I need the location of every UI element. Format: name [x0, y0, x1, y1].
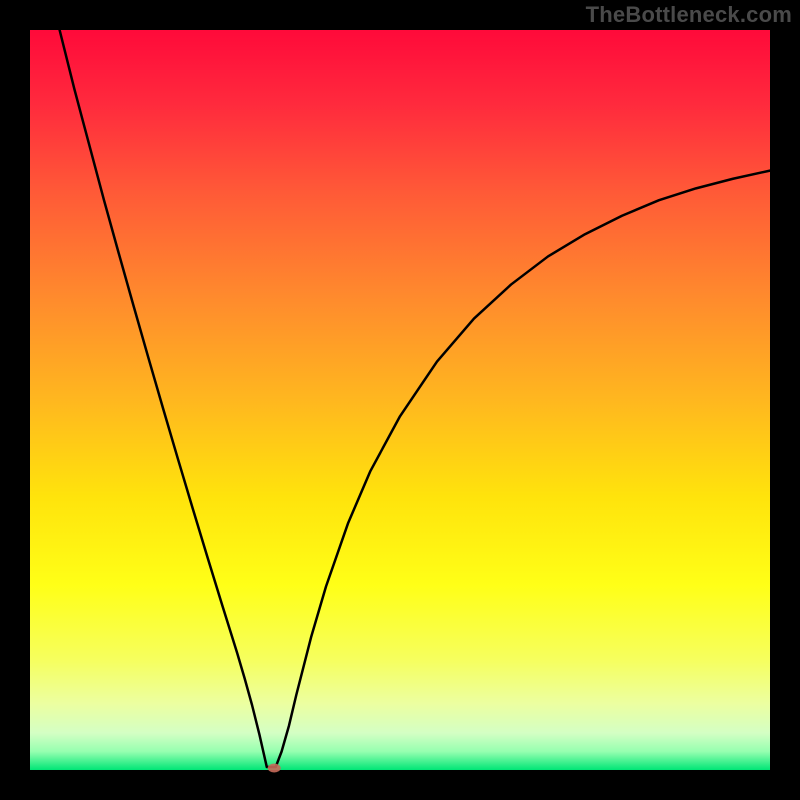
- watermark-text: TheBottleneck.com: [586, 2, 792, 28]
- chart-gradient-background: [30, 30, 770, 770]
- bottleneck-chart: [0, 0, 800, 800]
- optimal-point-marker: [268, 764, 281, 773]
